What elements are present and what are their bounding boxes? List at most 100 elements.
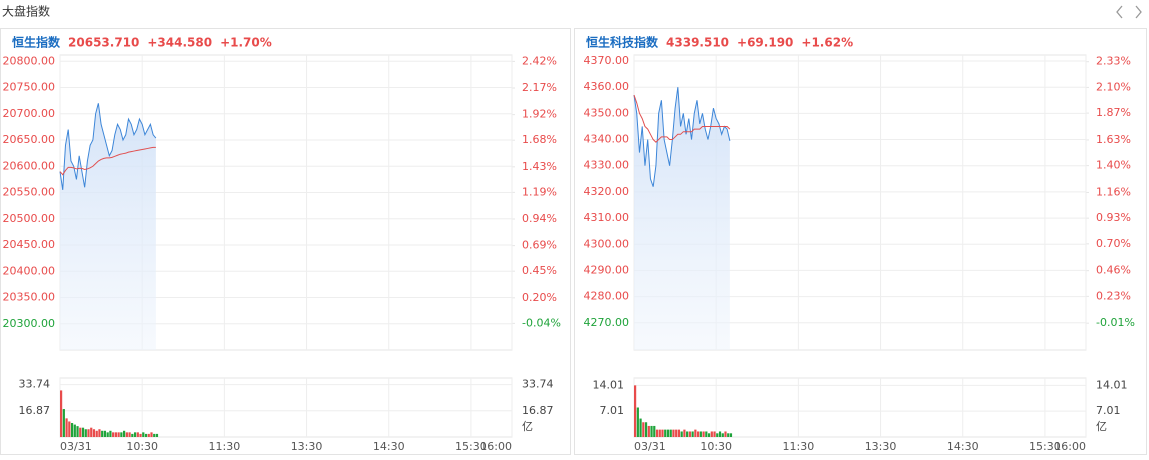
volume-bar xyxy=(153,433,156,437)
y2-tick-label: 0.94% xyxy=(522,212,557,225)
volume-bar xyxy=(79,427,82,437)
volume-bar xyxy=(68,421,71,437)
x-tick-label: 13:30 xyxy=(865,440,897,453)
y2-tick-label: -0.01% xyxy=(1096,316,1135,329)
prev-button[interactable] xyxy=(1116,5,1123,19)
volume-bar xyxy=(144,433,148,437)
y-tick-label: 20700.00 xyxy=(3,107,56,120)
volume-bar xyxy=(672,429,675,437)
y-tick-label: 4360.00 xyxy=(584,80,630,93)
volume-tick-label: 33.74 xyxy=(522,378,554,391)
y-tick-label: 4310.00 xyxy=(584,211,630,224)
volume-bar xyxy=(70,423,74,437)
quote-last: 4339.510 xyxy=(666,36,729,50)
volume-bar xyxy=(680,431,683,437)
y2-tick-label: 0.45% xyxy=(522,264,557,277)
y-tick-label: 4350.00 xyxy=(584,106,630,119)
volume-bar xyxy=(120,432,123,437)
y-tick-label: 4370.00 xyxy=(584,54,630,67)
x-tick-label: 11:30 xyxy=(209,440,241,453)
volume-tick-label: 7.01 xyxy=(600,404,625,417)
volume-tick-label: 16.87 xyxy=(522,404,554,417)
quote-title: 恒生指数 xyxy=(12,35,61,50)
volume-bar xyxy=(655,429,659,437)
average-line xyxy=(59,146,156,176)
volume-bar xyxy=(707,433,711,437)
volume-bar xyxy=(721,433,724,437)
volume-bar xyxy=(73,424,76,437)
volume-frame xyxy=(633,377,1087,438)
y-tick-label: 20450.00 xyxy=(3,238,56,251)
y-tick-label: 20800.00 xyxy=(3,54,56,67)
volume-bar xyxy=(691,431,694,437)
quote-change-pct: +1.70% xyxy=(220,36,272,50)
x-tick-label: 14:30 xyxy=(947,440,979,453)
volume-bar xyxy=(109,430,112,437)
y2-tick-label: 1.19% xyxy=(522,185,557,198)
y2-tick-label: 0.70% xyxy=(1096,237,1131,250)
y-tick-label: 20500.00 xyxy=(3,212,56,225)
y2-tick-label: 1.92% xyxy=(522,108,557,121)
next-button[interactable] xyxy=(1135,5,1142,19)
volume-bar xyxy=(724,431,727,437)
volume-bar xyxy=(699,431,702,437)
y2-tick-label: 2.42% xyxy=(522,54,557,67)
volume-bar xyxy=(65,418,68,437)
panel-border xyxy=(574,28,1147,455)
volume-bar xyxy=(92,429,96,437)
quote-last: 20653.710 xyxy=(68,36,139,50)
volume-frame xyxy=(59,377,513,438)
volume-bar xyxy=(114,432,117,437)
volume-bar xyxy=(123,430,126,437)
volume-bar xyxy=(729,433,733,437)
y-tick-label: 4320.00 xyxy=(584,185,630,198)
y-tick-label: 4290.00 xyxy=(584,263,630,276)
y2-tick-label: 1.68% xyxy=(522,133,557,146)
volume-unit: 亿 xyxy=(1096,420,1107,433)
volume-bar xyxy=(702,431,705,437)
volume-bar xyxy=(675,429,678,437)
volume-bar xyxy=(142,432,145,437)
volume-bar xyxy=(112,432,115,437)
price-line xyxy=(59,103,157,190)
x-tick-label: 15:30 xyxy=(455,440,487,453)
y2-tick-label: 1.63% xyxy=(1096,133,1131,146)
volume-bar xyxy=(150,432,153,437)
volume-bar xyxy=(81,427,85,437)
y2-tick-label: 1.16% xyxy=(1096,185,1131,198)
volume-bar xyxy=(669,429,672,437)
volume-bar xyxy=(136,432,139,437)
volume-unit: 亿 xyxy=(522,420,533,433)
x-tick-label: 13:30 xyxy=(291,440,323,453)
volume-bar xyxy=(650,425,653,437)
y2-tick-label: 0.23% xyxy=(1096,289,1131,302)
volume-bar xyxy=(106,432,109,437)
volume-tick-label: 7.01 xyxy=(1096,404,1121,417)
volume-bar xyxy=(103,430,107,437)
y2-tick-label: 0.93% xyxy=(1096,211,1131,224)
volume-tick-label: 14.01 xyxy=(1096,378,1128,391)
volume-bar xyxy=(716,433,719,437)
price-area xyxy=(60,103,156,351)
volume-bar xyxy=(647,425,650,437)
volume-bar xyxy=(642,422,645,437)
volume-bar xyxy=(155,433,159,437)
volume-bar xyxy=(636,407,639,437)
volume-bar xyxy=(101,430,104,437)
x-tick-label: 10:30 xyxy=(126,440,158,453)
volume-bar xyxy=(683,429,686,437)
y-tick-label: 4300.00 xyxy=(584,237,630,250)
volume-bar xyxy=(98,429,101,437)
y-tick-label: 20650.00 xyxy=(3,133,56,146)
volume-tick-label: 33.74 xyxy=(19,378,51,391)
volume-bar xyxy=(697,431,700,437)
x-tick-label: 03/31 xyxy=(634,440,666,453)
volume-bar xyxy=(117,432,120,437)
y-tick-label: 4330.00 xyxy=(584,159,630,172)
y2-tick-label: 2.33% xyxy=(1096,55,1131,68)
volume-bar xyxy=(128,432,131,437)
x-tick-label: 16:00 xyxy=(480,440,512,453)
volume-bar xyxy=(60,390,63,437)
y-tick-label: 20400.00 xyxy=(3,264,56,277)
